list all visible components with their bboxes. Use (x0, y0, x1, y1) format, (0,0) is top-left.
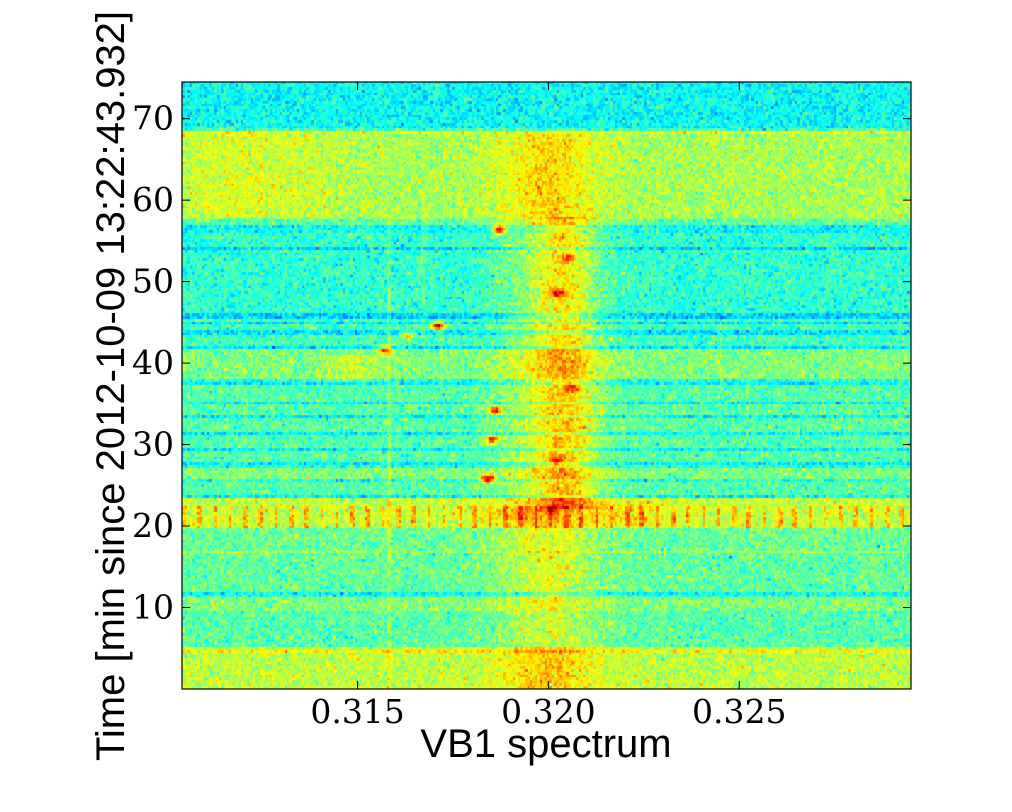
y-axis-ticks: 10 20 30 40 50 60 70 (132, 99, 911, 627)
spectrogram-heatmap (182, 82, 911, 689)
x-tick-label: 0.320 (501, 692, 595, 731)
x-axis-label: VB1 spectrum (420, 722, 671, 766)
x-tick-label: 0.315 (310, 692, 404, 731)
y-tick-label: 10 (132, 588, 174, 627)
y-tick-label: 40 (132, 343, 174, 382)
y-tick-label: 70 (132, 99, 174, 138)
x-axis-ticks: 0.315 0.320 0.325 (310, 82, 786, 731)
y-tick-label: 50 (132, 262, 174, 301)
plot-area (181, 81, 912, 690)
y-axis-label: Time [min since 2012-10-09 13:22:43.932] (89, 11, 133, 761)
x-tick-label: 0.325 (692, 692, 786, 731)
y-tick-label: 30 (132, 425, 174, 464)
plot-frame (181, 81, 912, 690)
y-tick-label: 60 (132, 180, 174, 219)
y-tick-label: 20 (132, 506, 174, 545)
